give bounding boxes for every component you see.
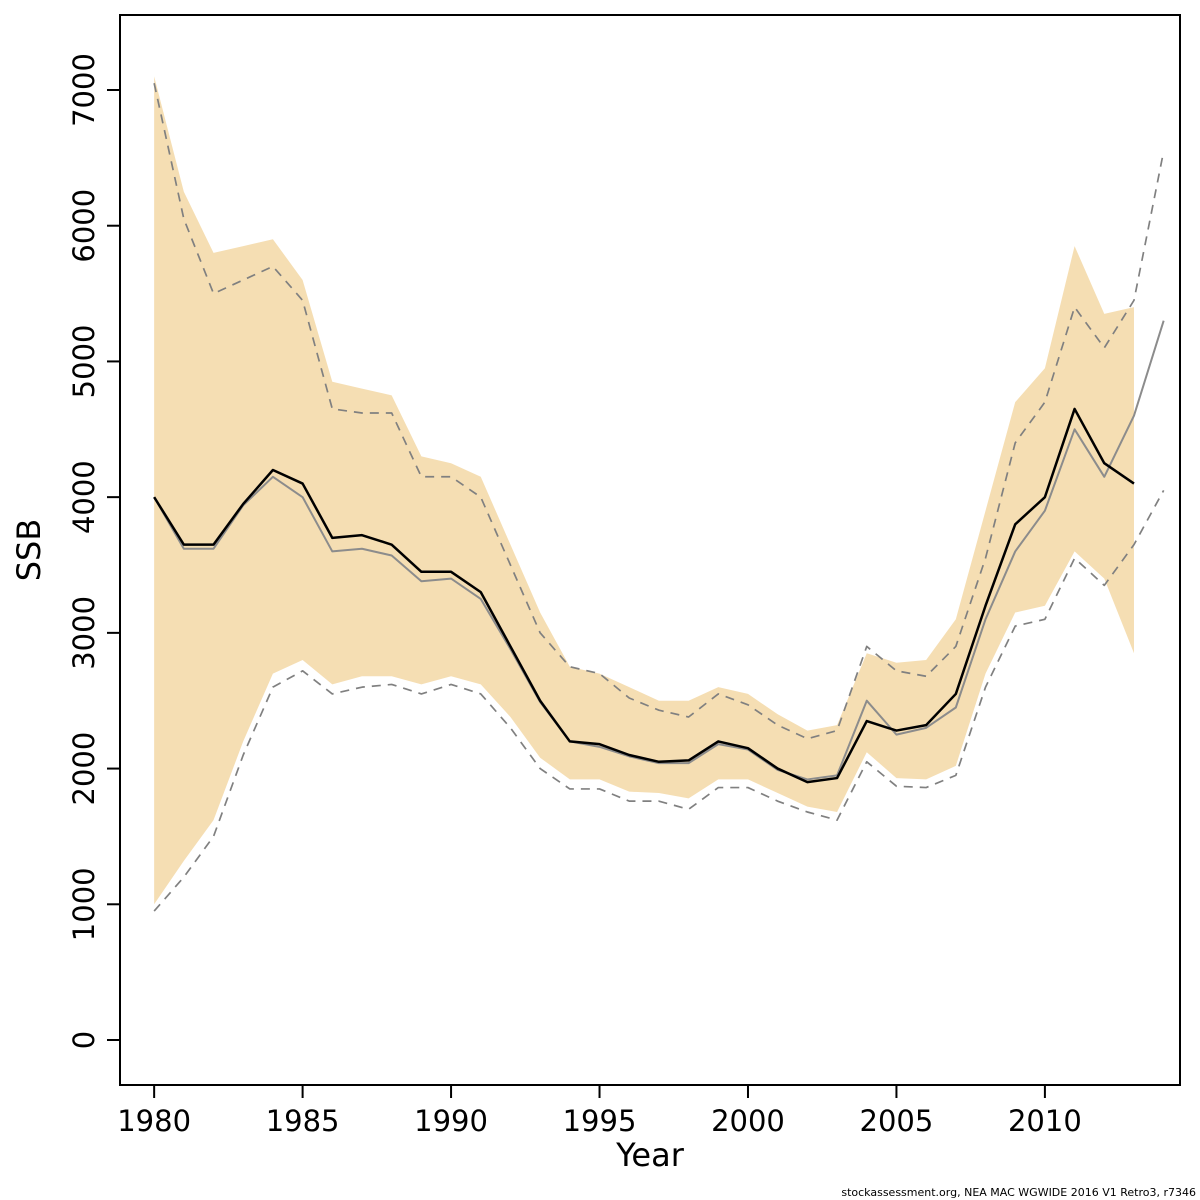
- x-axis-title: Year: [615, 1136, 685, 1174]
- y-axis-title: SSB: [10, 519, 48, 582]
- x-tick-label: 1980: [117, 1104, 191, 1138]
- y-tick-label: 2000: [67, 732, 101, 806]
- chart-layers: 1980 1985 1990 1995 2000 2005 2010 0 1000 2000 300…: [67, 14, 1181, 1138]
- y-tick-label: 1000: [67, 867, 101, 941]
- confidence-band: [154, 76, 1134, 905]
- x-tick-label: 2000: [711, 1104, 785, 1138]
- plot-border: [119, 14, 1181, 1086]
- y-tick-label: 3000: [67, 596, 101, 670]
- attribution-text: stockassessment.org, NEA MAC WGWIDE 2016…: [841, 1186, 1196, 1199]
- x-tick-label: 1995: [563, 1104, 637, 1138]
- retro-ci-upper-line: [153, 83, 1165, 740]
- x-tick-label: 2010: [1008, 1104, 1082, 1138]
- x-tick-label: 1985: [266, 1104, 340, 1138]
- y-tick-label: 7000: [67, 53, 101, 127]
- y-tick-label: 6000: [67, 189, 101, 263]
- y-tick-label: 4000: [67, 460, 101, 534]
- y-tick-label: 0: [67, 1031, 101, 1049]
- retro-ci-lower-line: [153, 489, 1165, 912]
- x-tick-label: 2005: [860, 1104, 934, 1138]
- y-tick-label: 5000: [67, 325, 101, 399]
- x-tick-label: 1990: [414, 1104, 488, 1138]
- retro-run-line: [153, 320, 1165, 781]
- estimate-line: [153, 407, 1135, 784]
